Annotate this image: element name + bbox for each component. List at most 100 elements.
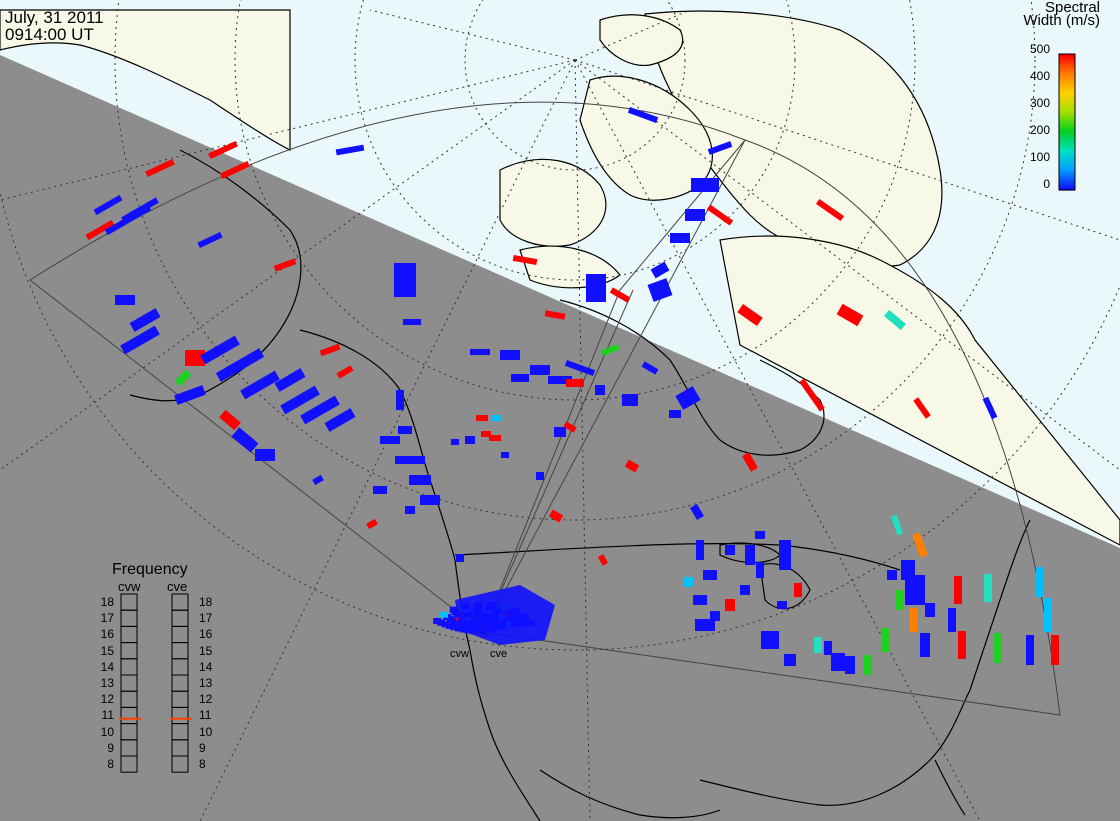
colorbar-segment xyxy=(1059,176,1075,179)
colorbar-segment xyxy=(1059,70,1075,73)
frequency-title: Frequency xyxy=(112,561,188,578)
scatter-cell xyxy=(683,577,693,587)
scatter-cell xyxy=(884,309,906,331)
scatter-cell xyxy=(115,295,135,305)
night-region xyxy=(0,55,1120,821)
colorbar-gradient xyxy=(1059,54,1075,191)
colorbar-segment xyxy=(1059,76,1075,79)
scatter-cell xyxy=(696,540,704,560)
colorbar-segment xyxy=(1059,138,1075,141)
scatter-cell xyxy=(465,436,475,444)
colorbar-segment xyxy=(1059,152,1075,155)
frequency-tick-label: 11 xyxy=(199,708,212,723)
scatter-cell xyxy=(174,385,206,405)
colorbar-segment xyxy=(1059,124,1075,127)
colorbar-segment xyxy=(1059,88,1075,91)
scatter-cell xyxy=(691,178,719,192)
florida xyxy=(934,759,966,816)
scatter-cell xyxy=(597,554,609,566)
colorbar-segment xyxy=(1059,136,1075,139)
frequency-label-cvw: cvw xyxy=(118,579,141,594)
colorbar-segment xyxy=(1059,132,1075,135)
colorbar-segment xyxy=(1059,92,1075,95)
colorbar-segment xyxy=(1059,68,1075,71)
frequency-cell xyxy=(120,755,138,773)
near-range-fan xyxy=(433,585,555,645)
colorbar-title-line1: Spectral xyxy=(1044,0,1100,16)
great-lakes xyxy=(759,563,811,610)
scatter-cell xyxy=(831,653,845,671)
colorbar-tick-label: 300 xyxy=(1029,96,1050,110)
scatter-cell xyxy=(779,540,791,570)
scatter-cell xyxy=(548,509,564,523)
colorbar-segment xyxy=(1059,172,1075,175)
scatter-cell xyxy=(380,436,400,444)
radar-label-cvw: cvw xyxy=(450,648,469,660)
scatter-cell xyxy=(433,617,442,624)
colorbar-segment xyxy=(1059,154,1075,157)
radar-label-cve: cve xyxy=(490,648,508,660)
scatter-cell xyxy=(627,107,659,123)
scatter-cell xyxy=(470,349,490,355)
scatter-cell xyxy=(1044,598,1052,632)
colorbar-segment xyxy=(1059,116,1075,119)
scatter-cell xyxy=(984,574,992,602)
scatter-cell xyxy=(300,395,340,425)
colorbar-segment xyxy=(1059,106,1075,109)
scatter-cell xyxy=(815,198,845,222)
scatter-cell xyxy=(761,631,779,649)
scatter-cell xyxy=(394,263,416,297)
frequency-tick-label: 14 xyxy=(100,659,114,674)
colorbar-tick-label: 0 xyxy=(1043,177,1050,191)
colorbar-segment xyxy=(1059,162,1075,165)
colorbar-segment xyxy=(1059,140,1075,143)
scatter-cell xyxy=(824,641,832,655)
scatter-cell xyxy=(185,350,205,366)
colorbar-segment xyxy=(1059,130,1075,133)
scatter-cell xyxy=(405,506,415,514)
colorbar-segment xyxy=(1059,150,1075,153)
frequency-bar-cve xyxy=(170,593,192,773)
scatter-cell xyxy=(814,637,822,653)
colorbar-segment xyxy=(1059,58,1075,61)
east-coast-usa xyxy=(969,519,1031,691)
scatter-cell xyxy=(745,545,755,565)
scatter-cell xyxy=(85,219,115,241)
colorbar-title-line2: Width (m/s) xyxy=(1023,12,1100,29)
near-range-scatter-patch xyxy=(455,585,555,645)
scatter-cell xyxy=(890,514,904,536)
labrador-quebec-north xyxy=(719,235,1120,546)
scatter-cell xyxy=(240,370,280,400)
colorbar-segment xyxy=(1059,144,1075,147)
scatter-cell xyxy=(501,452,509,458)
scatter-cell xyxy=(511,374,529,382)
colorbar-segment xyxy=(1059,170,1075,173)
frequency-tick-label: 12 xyxy=(100,692,114,707)
scatter-cell xyxy=(905,575,925,605)
scatter-cell xyxy=(456,554,464,562)
arctic-archipelago xyxy=(499,158,607,247)
scatter-cell xyxy=(707,141,733,155)
frequency-tick-label: 18 xyxy=(100,595,114,609)
scatter-cell xyxy=(174,369,192,387)
scatter-cell xyxy=(500,350,520,360)
scatter-cell xyxy=(231,427,259,453)
scatter-cell xyxy=(530,365,550,375)
scatter-cell xyxy=(1036,567,1044,597)
scatter-cell xyxy=(948,608,956,632)
colorbar-segment xyxy=(1059,122,1075,125)
colorbar-segment xyxy=(1059,128,1075,131)
scatter-cell xyxy=(219,409,241,431)
scatter-cell xyxy=(208,140,238,160)
hudson-bay xyxy=(559,299,825,456)
frequency-tick-label: 14 xyxy=(199,659,213,674)
scatter-cell xyxy=(121,197,159,223)
scatter-cell xyxy=(670,233,690,243)
colorbar-tick-label: 400 xyxy=(1029,69,1050,83)
frequency-tick-label: 10 xyxy=(100,724,114,739)
scatter-cell xyxy=(336,365,354,379)
colorbar-segment xyxy=(1059,94,1075,97)
ellesmere-island xyxy=(599,14,684,67)
scatter-cell xyxy=(395,456,425,464)
colorbar-segment xyxy=(1059,186,1075,189)
